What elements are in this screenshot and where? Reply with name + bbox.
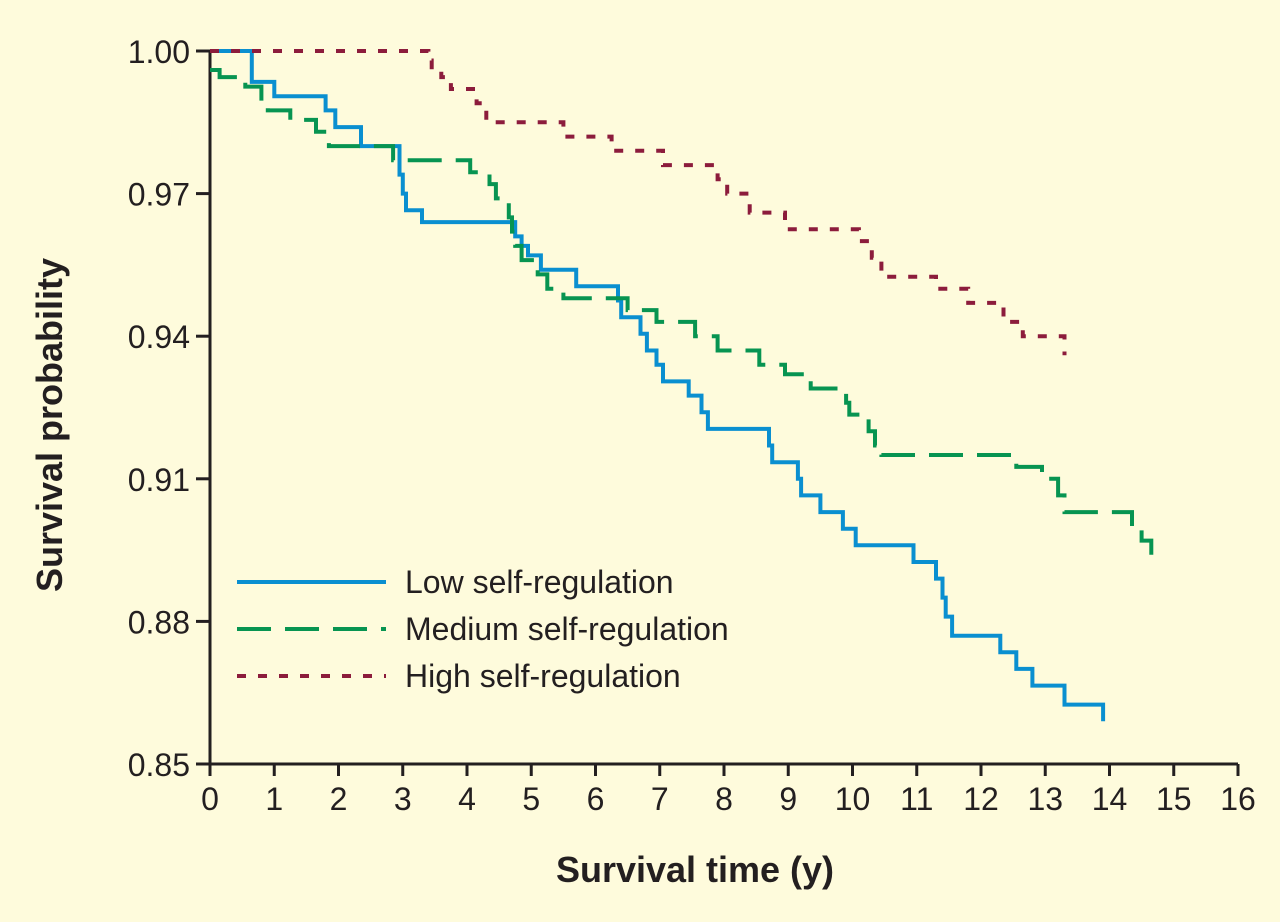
x-tick-label: 15	[1156, 781, 1192, 817]
x-tick-label: 1	[265, 781, 283, 817]
y-tick-label: 1.00	[128, 34, 190, 70]
chart-legend: Low self-regulation Medium self-regulatio…	[237, 564, 729, 694]
y-tick-label: 0.88	[128, 604, 190, 640]
series-line-2	[210, 68, 1154, 555]
x-tick-label: 12	[963, 781, 999, 817]
x-tick-label: 6	[587, 781, 605, 817]
x-tick-label: 9	[779, 781, 797, 817]
y-axis-ticks: 0.85 0.88 0.91 0.94 0.97 1.00	[128, 34, 210, 783]
x-tick-label: 8	[715, 781, 733, 817]
legend-label-1: Low self-regulation	[405, 564, 674, 600]
x-tick-label: 11	[900, 781, 933, 817]
y-tick-label: 0.91	[128, 462, 190, 498]
y-tick-label: 0.94	[128, 319, 190, 355]
x-tick-label: 7	[651, 781, 669, 817]
x-axis-ticks: 0 1 2 3 4 5 6 7 8 9 10 11 12 13 14 15 16	[201, 764, 1256, 817]
series-line-3	[210, 49, 1067, 356]
series-lines	[210, 49, 1154, 722]
x-tick-label: 5	[522, 781, 540, 817]
x-tick-label: 2	[330, 781, 348, 817]
x-tick-label: 4	[458, 781, 476, 817]
x-tick-label: 14	[1092, 781, 1128, 817]
x-axis-title: Survival time (y)	[556, 849, 834, 890]
x-tick-label: 10	[835, 781, 871, 817]
chart-axes	[208, 51, 1238, 766]
x-tick-label: 0	[201, 781, 219, 817]
y-axis-title: Survival probability	[29, 258, 70, 592]
x-tick-label: 13	[1027, 781, 1063, 817]
y-tick-label: 0.97	[128, 177, 190, 213]
series-line-1	[210, 49, 1106, 722]
x-tick-label: 16	[1220, 781, 1256, 817]
legend-label-2: Medium self-regulation	[405, 611, 729, 647]
y-tick-label: 0.85	[128, 747, 190, 783]
x-tick-label: 3	[394, 781, 412, 817]
legend-label-3: High self-regulation	[405, 658, 681, 694]
